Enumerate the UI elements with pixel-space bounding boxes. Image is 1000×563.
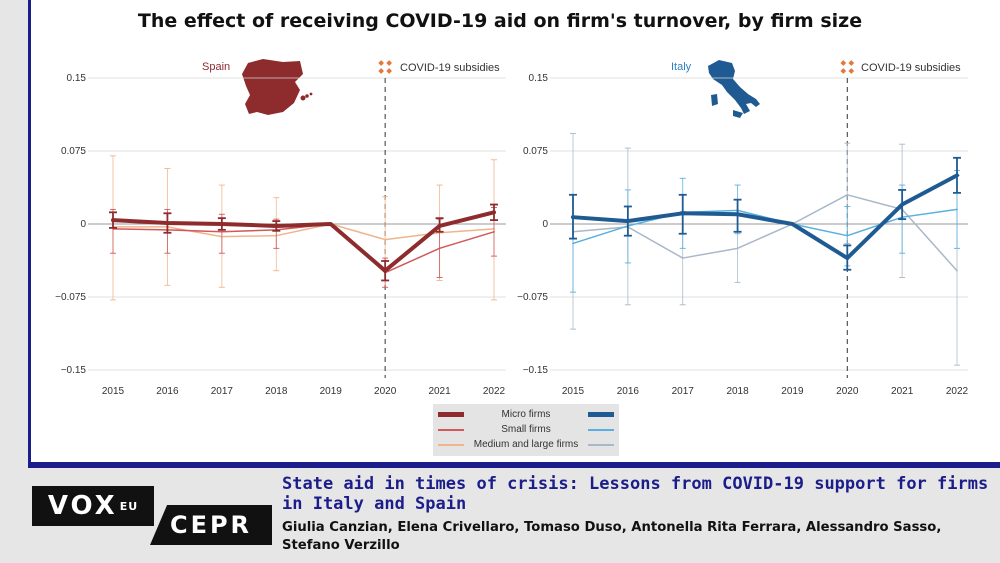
series-line: [572, 208, 958, 245]
legend-swatch-spain-micro: [438, 412, 464, 417]
series-line: [111, 210, 496, 273]
x-tick-label: 2020: [374, 386, 397, 397]
data-point: [165, 221, 169, 225]
y-tick-label: 0.075: [523, 146, 548, 157]
data-point: [492, 210, 496, 214]
legend-row-micro: Micro firms: [433, 408, 619, 423]
y-tick-label: −0.15: [523, 365, 549, 376]
series-line: [571, 173, 959, 261]
x-tick-label: 2019: [320, 386, 343, 397]
legend-swatch-spain-medium-large: [438, 444, 464, 446]
x-tick-label: 2020: [836, 386, 859, 397]
x-tick-label: 2017: [672, 386, 695, 397]
y-tick-label: −0.075: [517, 292, 548, 303]
series-micro-firms: [109, 203, 498, 282]
cepr-logo: CEPR: [150, 505, 272, 545]
data-point: [438, 224, 442, 228]
data-point: [220, 222, 224, 226]
x-tick-label: 2016: [617, 386, 640, 397]
legend-swatch-spain-small: [438, 429, 464, 431]
x-tick-label: 2021: [891, 386, 914, 397]
data-point: [383, 269, 387, 273]
data-point: [571, 215, 575, 219]
x-tick-label: 2021: [428, 386, 451, 397]
subsidies-icon: [840, 60, 855, 74]
legend-swatch-italy-medium-large: [588, 444, 614, 446]
data-point: [572, 242, 574, 245]
legend-swatch-italy-small: [588, 429, 614, 431]
x-tick-label: 2022: [483, 386, 506, 397]
legend-row-medium-large: Medium and large firms: [433, 438, 619, 453]
spain-map-icon: [242, 59, 313, 115]
x-tick-label: 2015: [562, 386, 585, 397]
data-point: [846, 234, 849, 237]
data-point: [626, 219, 630, 223]
x-tick-label: 2019: [781, 386, 804, 397]
data-point: [384, 238, 386, 241]
data-point: [274, 224, 278, 228]
subsidies-icon: [378, 60, 392, 74]
data-point: [846, 194, 849, 196]
annotation-text: COVID-19 subsidies: [400, 62, 500, 74]
legend-label-medium-large: Medium and large firms: [473, 439, 579, 450]
series-medium-and-large-firms: [570, 133, 960, 366]
data-point: [956, 269, 958, 272]
x-tick-label: 2018: [726, 386, 749, 397]
data-point: [736, 212, 740, 216]
data-point: [955, 173, 959, 177]
x-tick-label: 2018: [265, 386, 288, 397]
legend-label-micro: Micro firms: [501, 409, 551, 420]
y-tick-label: 0.075: [61, 146, 86, 157]
data-point: [790, 222, 794, 226]
y-tick-label: −0.15: [61, 365, 87, 376]
data-point: [900, 203, 904, 207]
vox-eu-logo: VOX EU: [32, 486, 154, 526]
annotation-text: COVID-19 subsidies: [861, 62, 961, 74]
x-tick-label: 2022: [946, 386, 969, 397]
article-title: State aid in times of crisis: Lessons fr…: [282, 474, 989, 514]
data-point: [956, 208, 958, 211]
article-authors: Giulia Canzian, Elena Crivellaro, Tomaso…: [282, 520, 942, 553]
italy-map-icon: [708, 60, 760, 118]
series-micro-firms: [569, 156, 961, 271]
series-line: [572, 194, 958, 272]
x-tick-label: 2016: [156, 386, 179, 397]
data-point: [111, 218, 115, 222]
data-point: [681, 211, 685, 215]
y-tick-label: 0.15: [67, 73, 87, 84]
legend-row-small: Small firms: [433, 423, 619, 438]
data-point: [736, 247, 739, 250]
legend-label-small: Small firms: [501, 424, 551, 435]
panel-label: Spain: [202, 61, 230, 73]
panel-label: Italy: [671, 61, 692, 73]
data-point: [438, 247, 441, 250]
data-point: [221, 230, 223, 233]
y-tick-label: 0: [80, 219, 86, 230]
data-point: [493, 230, 495, 233]
data-point: [845, 256, 849, 260]
legend-swatch-italy-micro: [588, 412, 614, 417]
y-tick-label: 0: [542, 219, 548, 230]
y-tick-label: 0.15: [529, 73, 549, 84]
data-point: [681, 257, 684, 259]
italy-panel: 0.15 0.075 0 −0.075 −0.15 2015 2016 2017 2018 201…: [517, 60, 969, 397]
charts-area: 0.15 0.075 0 −0.075 −0.15 2015 2016 2017 2018 201…: [55, 59, 969, 397]
legend: Micro firms Small firms Medium and large…: [433, 404, 619, 456]
data-point: [329, 222, 333, 226]
page-title: The effect of receiving COVID-19 aid on …: [137, 10, 863, 32]
x-tick-label: 2017: [211, 386, 234, 397]
spain-panel: 0.15 0.075 0 −0.075 −0.15 2015 2016 2017 2018 201…: [55, 60, 506, 397]
x-tick-label: 2015: [102, 386, 125, 397]
y-tick-label: −0.075: [55, 292, 86, 303]
